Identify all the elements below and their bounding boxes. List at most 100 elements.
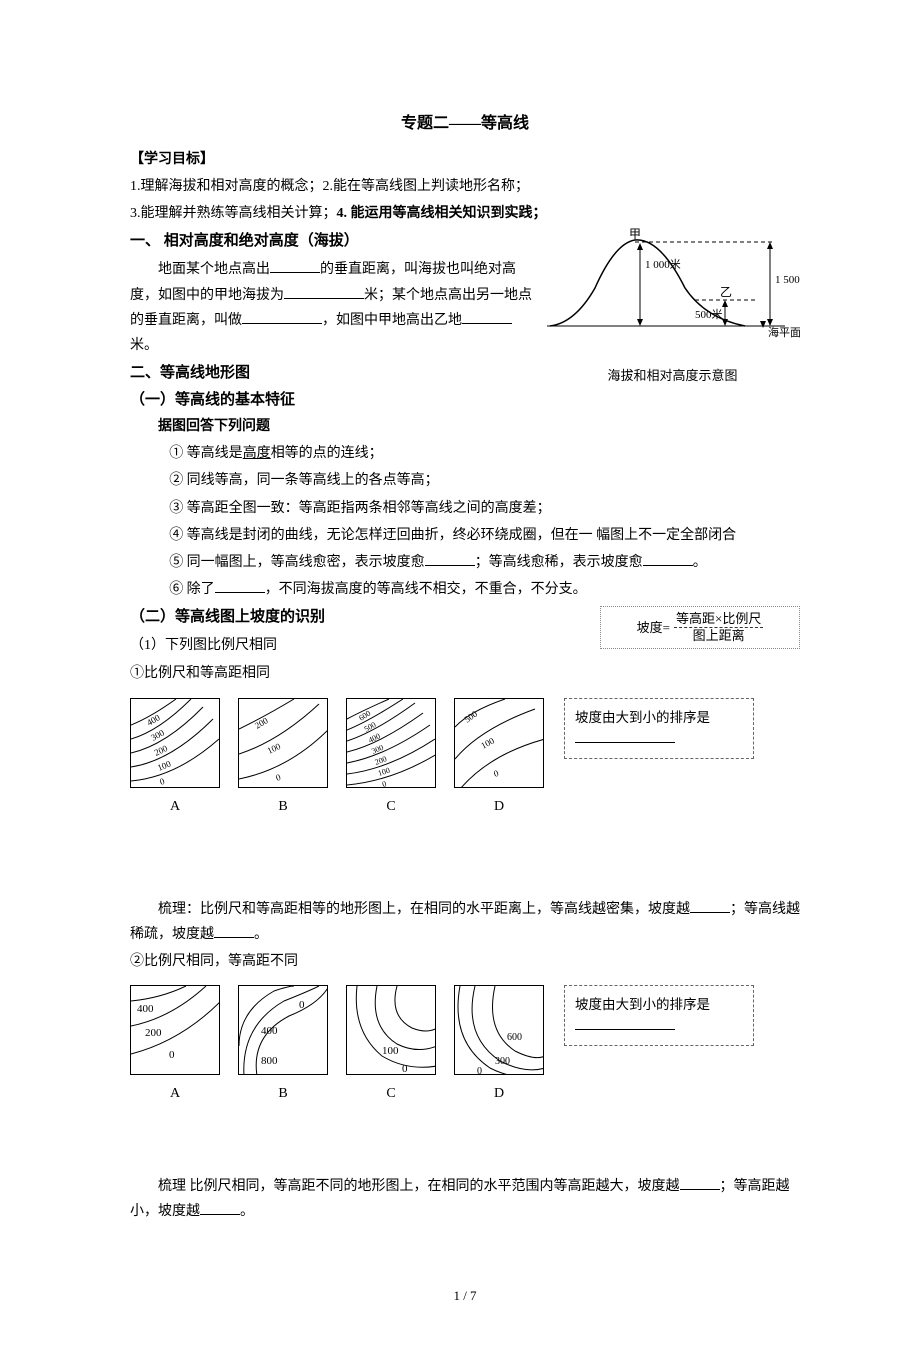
- formula-box: 坡度= 等高距×比例尺 图上距离: [600, 606, 800, 648]
- blank-2: [284, 285, 364, 299]
- p1e: 米。: [130, 338, 158, 353]
- li2: ② 同线等高，同一条等高线上的各点等高；: [130, 468, 800, 493]
- h1500: 1 500米: [775, 273, 800, 286]
- map1-C-label: C: [386, 794, 395, 819]
- sort1c: 。: [254, 927, 268, 942]
- answer-box-1: 坡度由大到小的排序是: [564, 698, 754, 759]
- map1-B: 0 100 200 B: [238, 698, 328, 819]
- q1-sub2: ②比例尺相同，等高距不同: [130, 949, 800, 974]
- blank-1: [270, 259, 320, 273]
- li4: ④ 等高线是封闭的曲线，无论怎样迂回曲折，终必环绕成圈，但在一 幅图上不一定全部…: [130, 523, 800, 548]
- svg-text:0: 0: [402, 1063, 408, 1075]
- map2-A-label: A: [170, 1081, 180, 1106]
- svg-text:0: 0: [169, 1049, 175, 1061]
- li5c: 。: [693, 555, 707, 570]
- blank-s1b: [214, 924, 254, 938]
- map2-D: 600 300 0 D: [454, 985, 544, 1106]
- sec2-1-header: （一）等高线的基本特征: [130, 387, 800, 414]
- map1-D-label: D: [494, 794, 504, 819]
- q1-sub1: ①比例尺和等高距相同: [130, 661, 800, 686]
- svg-text:300: 300: [495, 1056, 510, 1067]
- svg-text:200: 200: [253, 715, 270, 731]
- svg-text:600: 600: [507, 1032, 522, 1043]
- sea-label: 海平面: [768, 325, 800, 339]
- page-number: 1 / 7: [130, 1284, 800, 1307]
- svg-text:0: 0: [275, 772, 283, 783]
- li6a: ⑥ 除了: [169, 582, 215, 597]
- blank-s2b: [200, 1201, 240, 1215]
- blank-s1a: [690, 899, 730, 913]
- li1b: 相等的点的连线；: [271, 446, 383, 461]
- blank-4: [462, 310, 512, 324]
- h1000: 1 000米: [645, 258, 681, 271]
- map2-B: 0 400 800 B: [238, 985, 328, 1106]
- svg-text:0: 0: [299, 999, 305, 1011]
- elevation-svg: 甲 1 000米 乙 500米 1 500米 海平面: [545, 228, 800, 348]
- svg-text:0: 0: [492, 768, 500, 779]
- svg-text:400: 400: [261, 1025, 278, 1037]
- blank-5: [425, 552, 475, 566]
- formula-lhs: 坡度=: [637, 616, 670, 639]
- blank-3: [242, 310, 322, 324]
- li6: ⑥ 除了 ，不同海拔高度的等高线不相交，不重合，不分支。: [130, 577, 800, 602]
- answer1-text: 坡度由大到小的排序是: [575, 710, 710, 725]
- maps-row-1: 0 100 200 300 400 A 0 100 200: [130, 698, 800, 819]
- elev-caption: 海拔和相对高度示意图: [545, 364, 800, 387]
- p1a: 地面某个地点高出: [158, 262, 270, 277]
- objectives-line2: 3.能理解并熟练等高线相关计算；4. 能运用等高线相关知识到实践；: [130, 201, 800, 226]
- map2-C: 100 0 C: [346, 985, 436, 1106]
- answer2-blank: [575, 1017, 675, 1031]
- objectives-line2b: 4. 能运用等高线相关知识到实践；: [337, 206, 547, 221]
- svg-text:0: 0: [477, 1066, 482, 1075]
- map2-A: 400 200 0 A: [130, 985, 220, 1106]
- answer-box-2: 坡度由大到小的排序是: [564, 985, 754, 1046]
- svg-text:100: 100: [479, 735, 496, 750]
- sort2a: 梳理 比例尺相同，等高距不同的地形图上，在相同的水平范围内等高距越大，坡度越: [158, 1179, 680, 1194]
- doc-title: 专题二——等高线: [130, 110, 800, 139]
- sort1a: 梳理：比例尺和等高距相等的地形图上，在相同的水平距离上，等高线越密集，坡度越: [158, 902, 690, 917]
- formula-top: 等高距×比例尺: [674, 611, 763, 628]
- objectives-line1: 1.理解海拔和相对高度的概念；2.能在等高线图上判读地形名称；: [130, 174, 800, 199]
- li1a: ① 等高线是: [169, 446, 243, 461]
- p1d: ，如图中甲地高出乙地: [322, 313, 462, 328]
- svg-text:100: 100: [266, 741, 283, 756]
- li5: ⑤ 同一幅图上，等高线愈密，表示坡度愈 ；等高线愈稀，表示坡度愈 。: [130, 550, 800, 575]
- maps-row-2: 400 200 0 A 0 400 800 B: [130, 985, 800, 1106]
- li1u: 高度: [243, 446, 271, 461]
- blank-s2a: [680, 1176, 720, 1190]
- map2-B-label: B: [278, 1081, 287, 1106]
- h500: 500米: [695, 308, 723, 321]
- svg-text:200: 200: [153, 743, 170, 758]
- answer2-text: 坡度由大到小的排序是: [575, 997, 710, 1012]
- svg-text:0: 0: [158, 776, 166, 787]
- svg-text:400: 400: [137, 1003, 154, 1015]
- objectives-header: 【学习目标】: [130, 147, 800, 172]
- li5b: ；等高线愈稀，表示坡度愈: [475, 555, 643, 570]
- sort2c: 。: [240, 1204, 254, 1219]
- jia-label: 甲: [629, 228, 641, 241]
- map1-B-label: B: [278, 794, 287, 819]
- svg-text:600: 600: [357, 709, 372, 723]
- sort1: 梳理：比例尺和等高距相等的地形图上，在相同的水平距离上，等高线越密集，坡度越；等…: [130, 897, 800, 947]
- sec2-1-sub: 据图回答下列问题: [130, 414, 800, 439]
- li3: ③ 等高距全图一致：等高距指两条相邻等高线之间的高度差；: [130, 496, 800, 521]
- blank-6: [643, 552, 693, 566]
- yi-label: 乙: [720, 285, 732, 299]
- svg-text:200: 200: [145, 1027, 162, 1039]
- svg-text:300: 300: [370, 743, 385, 756]
- li6b: ，不同海拔高度的等高线不相交，不重合，不分支。: [265, 582, 587, 597]
- elevation-diagram: 甲 1 000米 乙 500米 1 500米 海平面 海拔和相对高度示意图: [545, 228, 800, 387]
- sort2: 梳理 比例尺相同，等高距不同的地形图上，在相同的水平范围内等高距越大，坡度越；等…: [130, 1174, 800, 1224]
- formula-bottom: 图上距离: [693, 628, 745, 644]
- svg-text:100: 100: [382, 1045, 399, 1057]
- map1-D: 0 100 500 D: [454, 698, 544, 819]
- objectives-line2a: 3.能理解并熟练等高线相关计算；: [130, 206, 337, 221]
- li1: ① 等高线是高度相等的点的连线；: [130, 441, 800, 466]
- map2-C-label: C: [386, 1081, 395, 1106]
- li5a: ⑤ 同一幅图上，等高线愈密，表示坡度愈: [169, 555, 425, 570]
- map1-A-label: A: [170, 794, 180, 819]
- svg-text:0: 0: [381, 779, 387, 788]
- map2-D-label: D: [494, 1081, 504, 1106]
- map1-C: 0 100 200 300 400 500 600 C: [346, 698, 436, 819]
- map1-A: 0 100 200 300 400 A: [130, 698, 220, 819]
